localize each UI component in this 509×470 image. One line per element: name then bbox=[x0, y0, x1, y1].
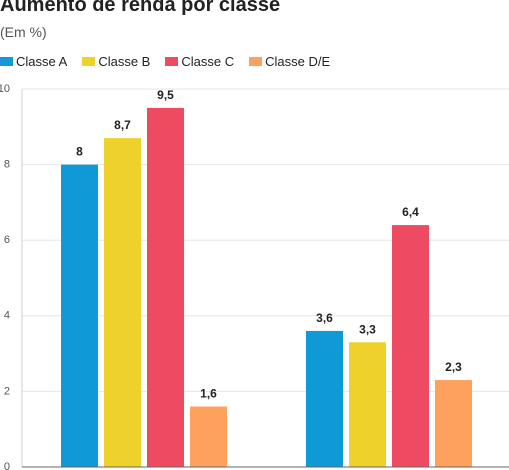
data-label: 9,5 bbox=[157, 88, 174, 102]
legend-swatch-classe-a bbox=[0, 57, 13, 66]
y-tick-label: 0 bbox=[4, 461, 10, 470]
bar-classe-a-2 bbox=[306, 330, 343, 467]
legend-swatch-classe-de bbox=[249, 57, 263, 66]
data-label: 1,6 bbox=[200, 387, 217, 401]
legend-label-classe-a: Classe A bbox=[16, 54, 68, 69]
data-label: 8 bbox=[76, 145, 83, 159]
legend-label-classe-b: Classe B bbox=[98, 54, 151, 69]
bar-classe-c-2 bbox=[392, 225, 429, 467]
y-tick-label: 2 bbox=[4, 385, 10, 397]
legend-item-classe-de[interactable]: Classe D/E bbox=[249, 54, 330, 69]
legend-swatch-classe-b bbox=[82, 57, 96, 66]
data-label: 6,4 bbox=[402, 205, 419, 219]
y-tick-label: 6 bbox=[4, 234, 10, 246]
bar-classe-a-1 bbox=[61, 164, 98, 467]
bar-classe-b-2 bbox=[349, 342, 386, 467]
data-label: 3,6 bbox=[316, 311, 333, 325]
chart-legend: Classe A Classe B Classe C Classe D/E bbox=[0, 54, 345, 69]
data-label: 2,3 bbox=[445, 360, 462, 374]
bar-classe-d-e-1 bbox=[190, 406, 227, 467]
data-label: 8,7 bbox=[114, 118, 131, 132]
legend-label-classe-de: Classe D/E bbox=[265, 54, 331, 69]
chart-title: Aumento de renda por classe bbox=[0, 0, 281, 16]
legend-item-classe-a[interactable]: Classe A bbox=[0, 54, 67, 69]
legend-item-classe-b[interactable]: Classe B bbox=[82, 54, 150, 69]
legend-swatch-classe-c bbox=[165, 57, 179, 66]
legend-item-classe-c[interactable]: Classe C bbox=[165, 54, 234, 69]
bar-classe-b-1 bbox=[104, 138, 141, 467]
data-label: 3,3 bbox=[359, 322, 376, 336]
chart-subtitle: (Em %) bbox=[0, 24, 47, 40]
y-tick-label: 4 bbox=[4, 310, 10, 322]
bar-classe-d-e-2 bbox=[435, 380, 472, 467]
bar-classe-c-1 bbox=[147, 107, 184, 468]
legend-label-classe-c: Classe C bbox=[181, 54, 235, 69]
y-tick-label: 10 bbox=[0, 83, 10, 95]
y-tick-label: 8 bbox=[4, 159, 10, 171]
